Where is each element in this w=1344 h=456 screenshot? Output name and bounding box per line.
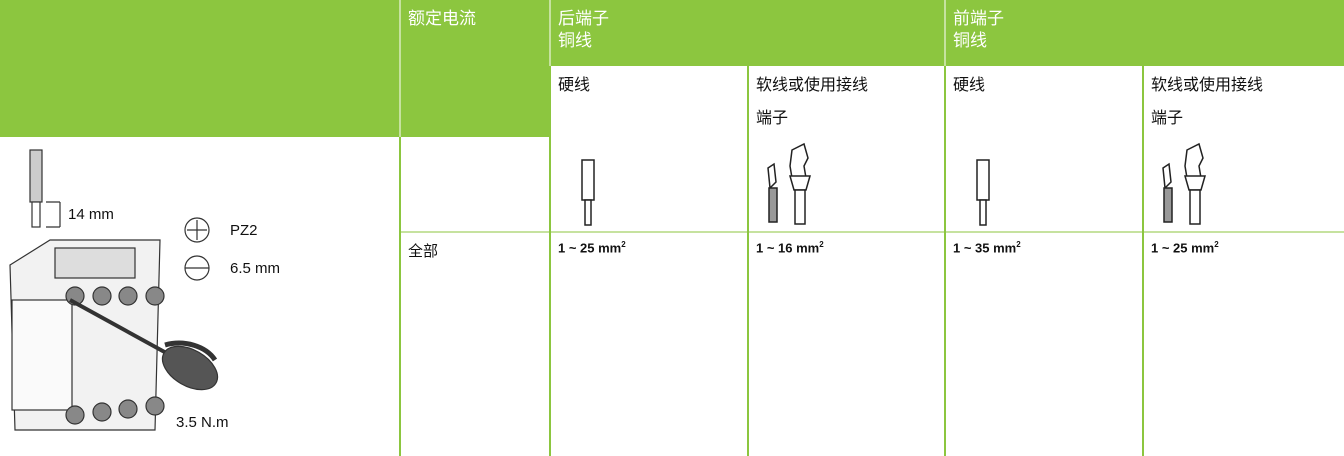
group-header: 铜线	[953, 31, 987, 51]
unit-exponent: 2	[621, 240, 626, 249]
sub-header: 软线或使用接线	[1151, 75, 1264, 94]
torque: 3.5 N.m	[176, 414, 229, 431]
sub-header: 硬线	[953, 75, 986, 94]
cell-value: 1 ~ 35 mm2	[953, 240, 1021, 255]
row-label: 全部	[408, 243, 439, 260]
sub-header: 端子	[1151, 108, 1184, 127]
value-text: 1 ~ 35 mm	[953, 240, 1017, 256]
flat-blade-size: 6.5 mm	[230, 260, 281, 277]
cell-value: 1 ~ 25 mm2	[1151, 240, 1219, 255]
group-header: 铜线	[558, 31, 592, 51]
sub-header: 硬线	[558, 75, 591, 94]
unit-exponent: 2	[1214, 240, 1219, 249]
cell-value: 1 ~ 16 mm2	[756, 240, 824, 255]
value-text: 1 ~ 25 mm	[558, 240, 622, 256]
sub-header: 端子	[756, 108, 789, 127]
header-rated-current: 额定电流	[408, 9, 476, 29]
sub-header: 软线或使用接线	[756, 75, 869, 94]
value-text: 1 ~ 25 mm	[1151, 240, 1215, 256]
strip-length: 14 mm	[68, 206, 114, 223]
pozidriv-size: PZ2	[230, 222, 258, 239]
unit-exponent: 2	[1016, 240, 1021, 249]
cell-value: 1 ~ 25 mm2	[558, 240, 626, 255]
group-header: 后端子	[558, 9, 609, 29]
group-header: 前端子	[953, 9, 1004, 29]
unit-exponent: 2	[819, 240, 824, 249]
value-text: 1 ~ 16 mm	[756, 240, 820, 256]
